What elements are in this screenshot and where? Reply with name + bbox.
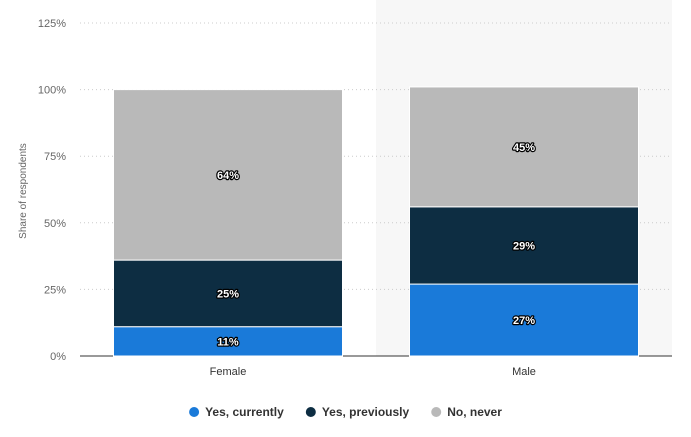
legend-marker (431, 407, 442, 417)
data-label: 25% (217, 288, 239, 300)
y-axis-ticks: 0% 25% 50% 75% 100% 125% (38, 18, 66, 363)
bar-segment[interactable] (113, 326, 343, 357)
legend-item[interactable]: Yes, currently (189, 405, 284, 419)
legend-label: Yes, previously (322, 405, 410, 419)
data-label: 11% (217, 336, 239, 348)
legend-label: Yes, currently (205, 405, 284, 419)
data-label: 45% (513, 142, 535, 154)
legend-item[interactable]: No, never (431, 405, 502, 419)
y-tick-label: 125% (38, 18, 66, 30)
y-axis-title: Share of respondents (18, 143, 29, 239)
x-tick-label: Male (512, 366, 536, 378)
legend: Yes, currently Yes, previously No, never (189, 405, 502, 419)
x-tick-label: Female (210, 366, 247, 378)
y-tick-label: 25% (44, 284, 66, 296)
data-label: 29% (513, 240, 535, 252)
data-label: 27% (513, 315, 535, 327)
data-label: 64% (217, 170, 239, 182)
y-tick-label: 100% (38, 85, 66, 97)
bar-segment[interactable] (113, 89, 343, 261)
y-tick-label: 75% (44, 151, 66, 163)
legend-marker (305, 407, 316, 417)
legend-label: No, never (447, 405, 502, 419)
bar-segment[interactable] (409, 206, 639, 285)
bars: 11% 25% 64% 27% 29% 45% (113, 86, 639, 357)
x-axis-labels: Female Male (210, 366, 536, 378)
bar-segment[interactable] (409, 86, 639, 208)
bar-segment[interactable] (409, 283, 639, 357)
legend-marker (189, 407, 200, 417)
bar-segment[interactable] (113, 259, 343, 328)
y-tick-label: 0% (50, 351, 66, 363)
y-tick-label: 50% (44, 218, 66, 230)
legend-item[interactable]: Yes, previously (305, 405, 410, 419)
